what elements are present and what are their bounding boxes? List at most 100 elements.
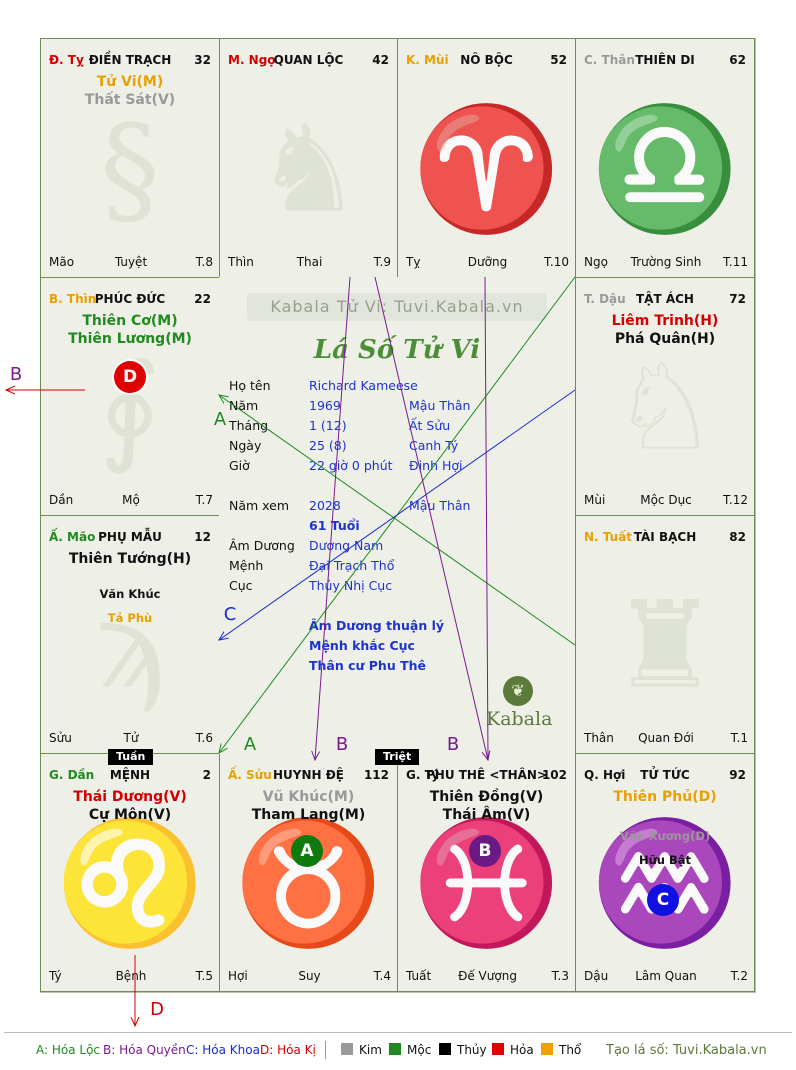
palace-branch: Hợi <box>228 969 248 983</box>
footer-link[interactable]: Tạo lá số: Tuvi.Kabala.vn <box>606 1043 767 1058</box>
value-gio: 22 giờ 0 phút <box>309 458 393 473</box>
minor-star: Hữu Bật <box>638 853 692 867</box>
palace-can-chi: B. Thìn <box>49 292 97 306</box>
palace-month: T.6 <box>195 731 213 745</box>
palace-cycle: Mộc Dục <box>640 493 692 507</box>
palace-name: PHỤ MẪU <box>98 530 162 544</box>
label-ngay: Ngày <box>229 438 262 453</box>
palace-branch: Thìn <box>228 255 254 269</box>
major-star: Thiên Tướng(H) <box>68 551 192 567</box>
palace-month: T.3 <box>551 969 569 983</box>
palace-header: Q. Hợi TỬ TỨC 92 <box>584 768 746 784</box>
palace-footer: Thân Quan Đới T.1 <box>584 731 748 745</box>
label-thang: Tháng <box>229 418 269 433</box>
legend-separator <box>325 1041 326 1059</box>
arrow-label-b: B <box>336 734 348 755</box>
tho-swatch <box>541 1043 553 1055</box>
palace-header: T. Dậu TẬT ÁCH 72 <box>584 292 746 308</box>
legend-hoa-quyen: B: Hóa Quyền <box>103 1043 186 1057</box>
palace-name: PHÚC ĐỨC <box>94 292 166 306</box>
legend-thuy: Thủy <box>439 1043 487 1057</box>
minor-star: Tả Phù <box>107 611 153 625</box>
label-menh: Mệnh <box>229 558 264 573</box>
kim-swatch <box>341 1043 353 1055</box>
palace-stars: Thái Dương(V) Cự Môn(V) <box>41 788 219 824</box>
tag-triet: Triệt <box>375 749 420 765</box>
arrow-line-a <box>219 395 576 646</box>
legend-hoa-loc: A: Hóa Lộc <box>36 1043 101 1057</box>
palace-branch: Ngọ <box>584 255 608 269</box>
legend-kim: Kim <box>341 1043 382 1057</box>
palace-can-chi: K. Mùi <box>406 53 449 67</box>
row-note-3: Thân cư Phu Thê <box>229 658 569 676</box>
site-watermark: Kabala Tử Vi: Tuvi.Kabala.vn <box>247 293 547 321</box>
legend-divider <box>4 1032 792 1033</box>
major-star: Thiên Cơ(M) <box>82 313 178 329</box>
palace-branch: Mão <box>49 255 75 269</box>
palace-footer: Tuất Đế Vượng T.3 <box>406 969 569 983</box>
major-star: Thái Âm(V) <box>442 807 531 823</box>
palace-stars: Tử Vi(M) Thất Sát(V) <box>41 73 219 109</box>
major-star: Thiên Đồng(V) <box>429 789 544 805</box>
minor-star: Văn Khúc <box>99 587 161 601</box>
palace-can-chi: M. Ngọ <box>228 53 276 67</box>
palace-can-chi: N. Tuất <box>584 530 633 544</box>
palace-cycle: Quan Đới <box>638 731 694 745</box>
arrow-label-c: C <box>224 604 237 625</box>
label-cuc: Cục <box>229 578 253 593</box>
arrow-line-b <box>484 276 489 761</box>
palace-age: 2 <box>202 768 211 782</box>
label-nam: Năm <box>229 398 259 413</box>
palace-age: 92 <box>729 768 746 782</box>
palace-footer: Mùi Mộc Dục T.12 <box>584 493 748 507</box>
arrow-label-d: D <box>150 999 164 1020</box>
palace-age: 72 <box>729 292 746 306</box>
legend-kim-label: Kim <box>359 1043 382 1057</box>
palace-branch: Tỵ <box>406 255 421 269</box>
palace-cycle: Tuyệt <box>114 255 148 269</box>
note-than-cu: Thân cư Phu Thê <box>309 658 426 673</box>
palace-cycle: Bệnh <box>115 969 147 983</box>
palace-name: PHU THÊ <THÂN> <box>425 768 548 782</box>
row-tuoi: 61 Tuổi <box>229 518 569 536</box>
palace-header: Đ. Tỵ ĐIỀN TRẠCH 32 <box>49 53 211 69</box>
major-star: Tham Lang(M) <box>251 807 366 823</box>
palace-name: MỆNH <box>109 768 151 782</box>
value-thang-can-chi: Ất Sửu <box>409 418 451 433</box>
row-nam-xem: Năm xem 2028 Mậu Thân <box>229 498 569 516</box>
note-am-duong: Âm Dương thuận lý <box>309 618 445 633</box>
palace-age: 12 <box>194 530 211 544</box>
label-ho-ten: Họ tên <box>229 378 271 393</box>
palace-header: N. Tuất TÀI BẠCH 82 <box>584 530 746 546</box>
palace-footer: Dậu Lâm Quan T.2 <box>584 969 748 983</box>
palace-header: G. Dần MỆNH 2 <box>49 768 211 784</box>
value-nam: 1969 <box>309 398 341 413</box>
value-tuoi: 61 Tuổi <box>309 518 360 533</box>
tree-icon: ❦ <box>503 676 533 706</box>
palace-month: T.7 <box>195 493 213 507</box>
value-cuc: Thủy Nhị Cục <box>309 578 393 593</box>
arrow-label-b: B <box>10 364 22 385</box>
palace-name: NÔ BỘC <box>460 53 513 67</box>
palace-can-chi: G. Tý <box>406 768 440 782</box>
palace-footer: Sửu Tử T.6 <box>49 731 213 745</box>
major-star: Vũ Khúc(M) <box>262 789 355 805</box>
palace-month: T.1 <box>730 731 748 745</box>
arrow-label-a: A <box>214 409 227 430</box>
palace-can-chi: G. Dần <box>49 768 95 782</box>
major-star: Tử Vi(M) <box>96 74 164 90</box>
palace-header: K. Mùi NÔ BỘC 52 <box>406 53 567 69</box>
legend-tho-label: Thổ <box>559 1043 582 1057</box>
palace-age: 52 <box>550 53 567 67</box>
tag-tuan: Tuần <box>108 749 154 765</box>
palace-header: C. Thân THIÊN DI 62 <box>584 53 746 69</box>
arrow-line-b <box>315 276 351 760</box>
major-star: Phá Quân(H) <box>614 331 716 347</box>
hoa-swatch <box>492 1043 504 1055</box>
palace-header: G. Tý PHU THÊ <THÂN> 102 <box>406 768 567 784</box>
palace-stars: Vũ Khúc(M) Tham Lang(M) <box>220 788 397 824</box>
row-thang: Tháng 1 (12) Ất Sửu <box>229 418 569 436</box>
palace-branch: Thân <box>584 731 614 745</box>
palace-month: T.11 <box>723 255 748 269</box>
palace-branch: Dậu <box>584 969 609 983</box>
